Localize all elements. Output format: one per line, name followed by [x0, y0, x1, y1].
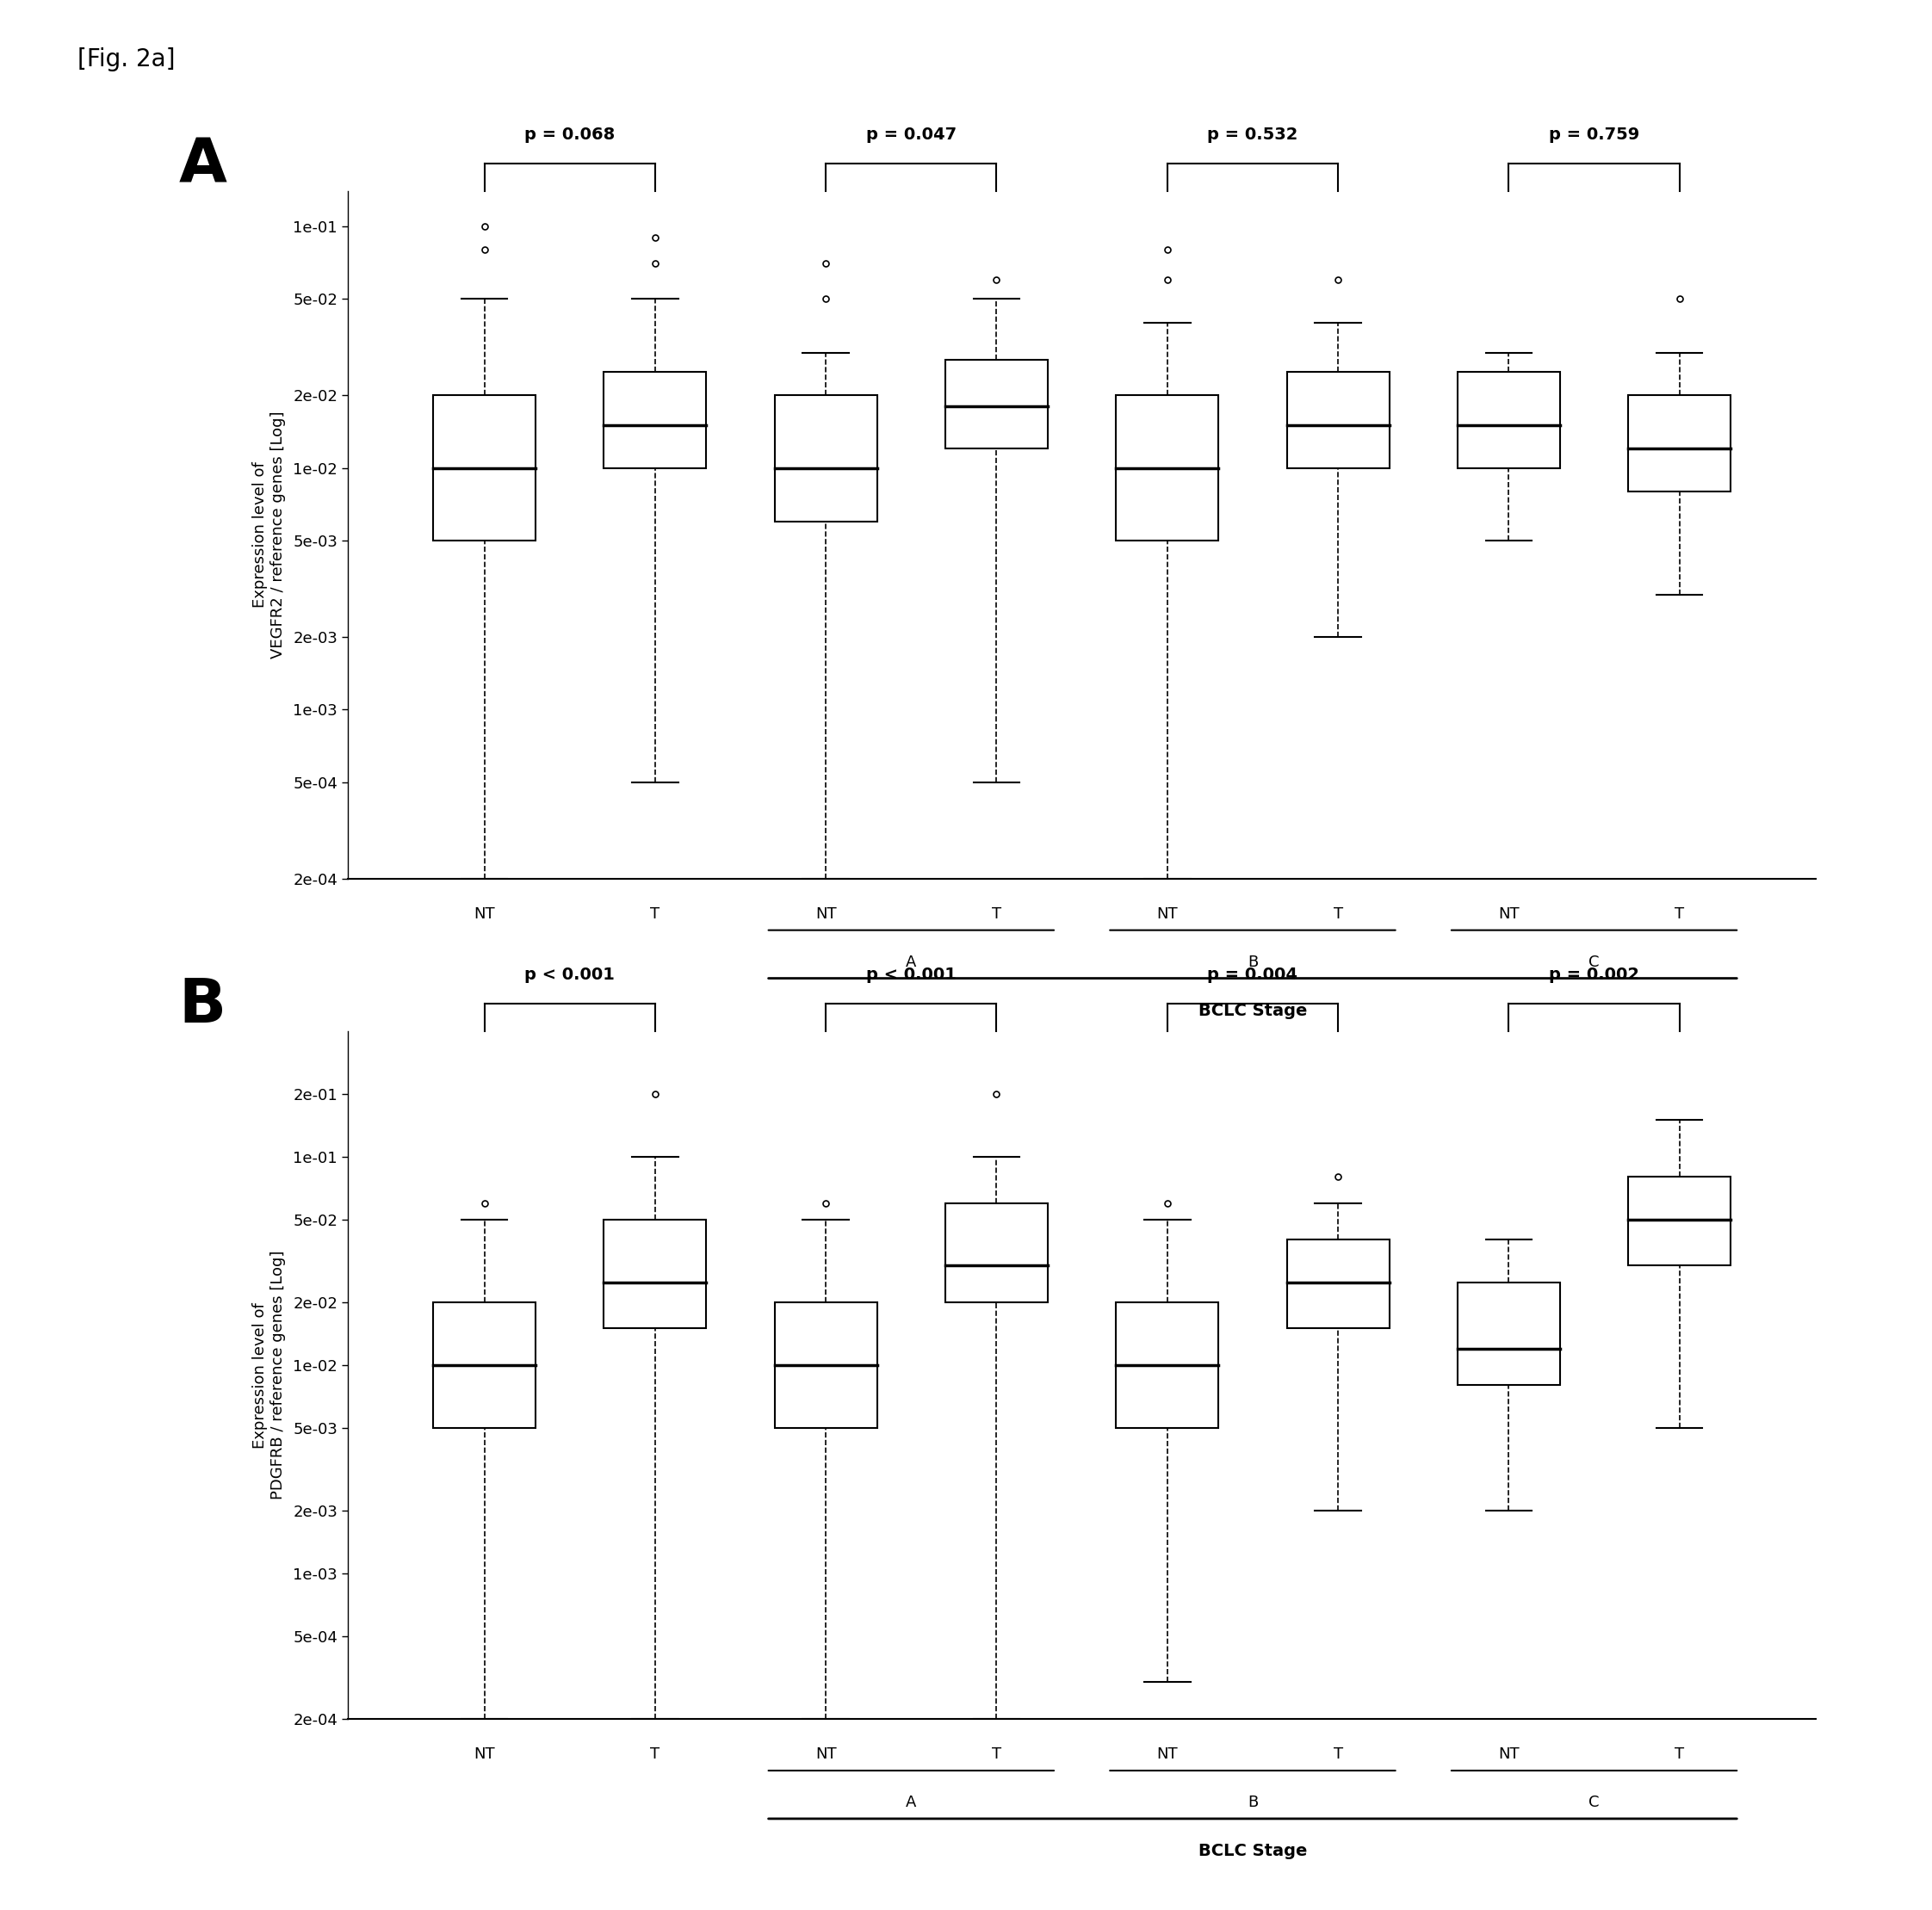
Bar: [1629, 395, 1731, 491]
Bar: [433, 395, 535, 541]
Bar: [605, 372, 707, 468]
Bar: [945, 1203, 1047, 1303]
Text: NT: NT: [1497, 905, 1519, 923]
Bar: [775, 1303, 877, 1429]
Y-axis label: Expression level of
PDGFRB / reference genes [Log]: Expression level of PDGFRB / reference g…: [253, 1251, 286, 1499]
Text: [Fig. 2a]: [Fig. 2a]: [77, 48, 176, 73]
Bar: [775, 395, 877, 521]
Bar: [1457, 372, 1559, 468]
Text: p = 0.759: p = 0.759: [1549, 126, 1640, 143]
Text: NT: NT: [815, 1746, 837, 1763]
Text: p < 0.001: p < 0.001: [526, 966, 614, 984]
Text: p = 0.004: p = 0.004: [1208, 966, 1298, 984]
Text: B: B: [1248, 1795, 1258, 1811]
Text: C: C: [1588, 955, 1600, 970]
Bar: [1117, 395, 1219, 541]
Text: A: A: [906, 955, 916, 970]
Text: NT: NT: [815, 905, 837, 923]
Text: T: T: [1333, 905, 1343, 923]
Text: p = 0.047: p = 0.047: [866, 126, 956, 143]
Text: p = 0.068: p = 0.068: [524, 126, 614, 143]
Y-axis label: Expression level of
VEGFR2 / reference genes [Log]: Expression level of VEGFR2 / reference g…: [253, 411, 286, 659]
Bar: [605, 1219, 707, 1329]
Bar: [1629, 1177, 1731, 1266]
Text: NT: NT: [1157, 1746, 1179, 1763]
Text: B: B: [180, 976, 226, 1035]
Text: NT: NT: [473, 1746, 495, 1763]
Bar: [1117, 1303, 1219, 1429]
Bar: [945, 359, 1047, 449]
Text: NT: NT: [1157, 905, 1179, 923]
Text: T: T: [651, 905, 661, 923]
Text: A: A: [906, 1795, 916, 1811]
Text: BCLC Stage: BCLC Stage: [1198, 1843, 1308, 1858]
Bar: [1287, 372, 1389, 468]
Text: T: T: [651, 1746, 661, 1763]
Text: BCLC Stage: BCLC Stage: [1198, 1003, 1308, 1018]
Bar: [1287, 1240, 1389, 1329]
Text: NT: NT: [473, 905, 495, 923]
Text: p = 0.532: p = 0.532: [1208, 126, 1298, 143]
Text: B: B: [1248, 955, 1258, 970]
Text: p = 0.002: p = 0.002: [1549, 966, 1640, 984]
Text: T: T: [1333, 1746, 1343, 1763]
Text: p < 0.001: p < 0.001: [866, 966, 956, 984]
Bar: [433, 1303, 535, 1429]
Bar: [1457, 1282, 1559, 1385]
Text: T: T: [1675, 905, 1685, 923]
Text: T: T: [1675, 1746, 1685, 1763]
Text: T: T: [991, 905, 1001, 923]
Text: NT: NT: [1497, 1746, 1519, 1763]
Text: A: A: [180, 136, 226, 195]
Text: T: T: [991, 1746, 1001, 1763]
Text: C: C: [1588, 1795, 1600, 1811]
